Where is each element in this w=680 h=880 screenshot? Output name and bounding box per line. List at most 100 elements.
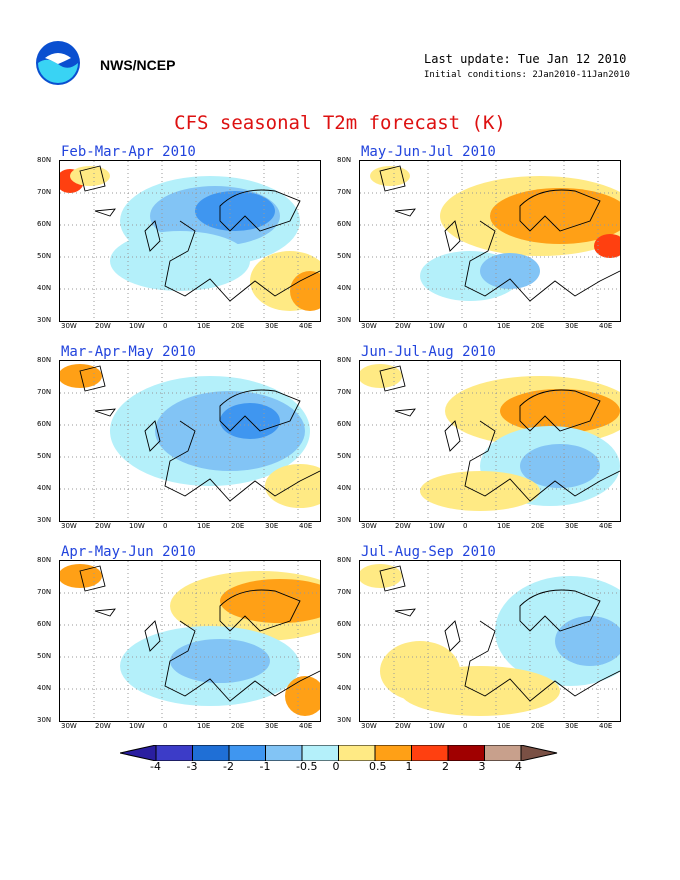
y-tick-label: 40N bbox=[37, 484, 52, 492]
coastline bbox=[79, 165, 320, 302]
y-tick-label: 70N bbox=[337, 588, 352, 596]
anomaly-map bbox=[59, 360, 321, 522]
anomaly-region bbox=[170, 639, 270, 683]
colorbar-swatch bbox=[374, 745, 412, 761]
x-tick-label: 10E bbox=[197, 322, 211, 330]
x-tick-label: 20E bbox=[531, 322, 545, 330]
y-tick-label: 60N bbox=[337, 420, 352, 428]
x-tick-label: 0 bbox=[163, 722, 168, 730]
x-tick-label: 20E bbox=[231, 722, 245, 730]
colorbar-tick-label: -4 bbox=[150, 760, 161, 773]
x-tick-label: 40E bbox=[299, 522, 313, 530]
colorbar-tick-label: -2 bbox=[223, 760, 234, 773]
x-tick-label: 0 bbox=[163, 322, 168, 330]
x-tick-label: 40E bbox=[599, 522, 613, 530]
colorbar-left-arrow bbox=[120, 745, 157, 761]
panel-season-title: Apr-May-Jun 2010 bbox=[61, 544, 196, 560]
y-tick-label: 60N bbox=[37, 220, 52, 228]
panel-season-title: May-Jun-Jul 2010 bbox=[361, 144, 496, 160]
colorbar-tick-label: -1 bbox=[259, 760, 271, 773]
x-tick-label: 30W bbox=[361, 522, 377, 530]
colorbar-swatch bbox=[265, 745, 303, 761]
x-tick-label: 20W bbox=[95, 322, 111, 330]
forecast-panel: May-Jun-Jul 2010 80N 70N 60N 50N 40N 30N 30W 20W… bbox=[337, 144, 679, 350]
x-tick-label: 30E bbox=[565, 722, 579, 730]
colorbar-tick-label: 1 bbox=[405, 760, 413, 773]
y-tick-label: 70N bbox=[337, 188, 352, 196]
anomaly-region bbox=[360, 364, 402, 388]
y-tick-label: 40N bbox=[37, 684, 52, 692]
y-tick-label: 30N bbox=[337, 516, 352, 524]
x-tick-label: 20W bbox=[95, 722, 111, 730]
y-tick-label: 80N bbox=[37, 156, 52, 164]
y-tick-label: 70N bbox=[337, 388, 352, 396]
anomaly-region bbox=[360, 564, 402, 588]
y-tick-label: 50N bbox=[37, 252, 52, 260]
noaa-logo bbox=[36, 41, 80, 85]
x-tick-label: 40E bbox=[599, 722, 613, 730]
anomaly-region bbox=[520, 444, 600, 488]
x-tick-label: 20E bbox=[231, 522, 245, 530]
x-tick-label: 40E bbox=[299, 722, 313, 730]
x-tick-label: 0 bbox=[463, 722, 468, 730]
y-tick-label: 80N bbox=[337, 156, 352, 164]
x-tick-label: 10E bbox=[197, 522, 211, 530]
colorbar-swatch bbox=[447, 745, 485, 761]
forecast-panel: Mar-Apr-May 2010 80N 70N 60N 50N 40N 30N 30W 20W… bbox=[37, 344, 379, 550]
y-tick-label: 70N bbox=[37, 188, 52, 196]
y-tick-label: 30N bbox=[37, 516, 52, 524]
x-tick-label: 30E bbox=[265, 722, 279, 730]
x-tick-label: 20W bbox=[395, 722, 411, 730]
anomaly-region bbox=[555, 616, 620, 666]
x-tick-label: 0 bbox=[163, 522, 168, 530]
x-tick-label: 20E bbox=[231, 322, 245, 330]
x-tick-label: 30W bbox=[61, 722, 77, 730]
anomaly-region bbox=[195, 191, 275, 231]
y-tick-label: 50N bbox=[337, 252, 352, 260]
colorbar-tick-label: 0.5 bbox=[369, 760, 387, 773]
panel-season-title: Jun-Jul-Aug 2010 bbox=[361, 344, 496, 360]
coastline bbox=[379, 365, 620, 502]
forecast-panel: Apr-May-Jun 2010 80N 70N 60N 50N 40N 30N 30W 20W… bbox=[37, 544, 379, 750]
x-tick-label: 30E bbox=[265, 522, 279, 530]
y-tick-label: 30N bbox=[37, 716, 52, 724]
anomaly-region bbox=[285, 676, 320, 716]
anomaly-region bbox=[500, 389, 620, 433]
x-tick-label: 10W bbox=[429, 722, 445, 730]
colorbar-tick-label: 2 bbox=[442, 760, 449, 773]
y-tick-label: 50N bbox=[37, 652, 52, 660]
x-tick-label: 30W bbox=[361, 722, 377, 730]
panel-season-title: Jul-Aug-Sep 2010 bbox=[361, 544, 496, 560]
anomaly-region bbox=[60, 564, 102, 588]
org-label: NWS/NCEP bbox=[100, 57, 176, 73]
initial-conditions: Initial conditions: 2Jan2010-11Jan2010 bbox=[424, 70, 630, 80]
x-tick-label: 20W bbox=[95, 522, 111, 530]
last-update: Last update: Tue Jan 12 2010 bbox=[424, 52, 627, 66]
x-tick-label: 30W bbox=[61, 322, 77, 330]
y-tick-label: 40N bbox=[337, 284, 352, 292]
anomaly-map bbox=[59, 560, 321, 722]
anomaly-map bbox=[359, 360, 621, 522]
y-tick-label: 60N bbox=[337, 220, 352, 228]
colorbar bbox=[120, 745, 558, 761]
y-tick-label: 80N bbox=[37, 556, 52, 564]
colorbar-tick-label: -0.5 bbox=[296, 760, 318, 773]
coastline bbox=[79, 565, 320, 702]
y-tick-label: 80N bbox=[37, 356, 52, 364]
y-tick-label: 60N bbox=[337, 620, 352, 628]
anomaly-region bbox=[60, 364, 102, 388]
anomaly-map bbox=[59, 160, 321, 322]
x-tick-label: 20W bbox=[395, 322, 411, 330]
x-tick-label: 40E bbox=[299, 322, 313, 330]
y-tick-label: 80N bbox=[337, 556, 352, 564]
y-tick-label: 50N bbox=[337, 452, 352, 460]
y-tick-label: 40N bbox=[337, 484, 352, 492]
colorbar-swatch bbox=[411, 745, 449, 761]
x-tick-label: 20E bbox=[531, 522, 545, 530]
y-tick-label: 50N bbox=[37, 452, 52, 460]
x-tick-label: 20E bbox=[531, 722, 545, 730]
x-tick-label: 10W bbox=[429, 322, 445, 330]
anomaly-region bbox=[490, 188, 620, 244]
x-tick-label: 10E bbox=[497, 322, 511, 330]
forecast-panel: Feb-Mar-Apr 2010 80N 70N 60N 50N 40N 30N 30W 20W… bbox=[37, 144, 379, 350]
